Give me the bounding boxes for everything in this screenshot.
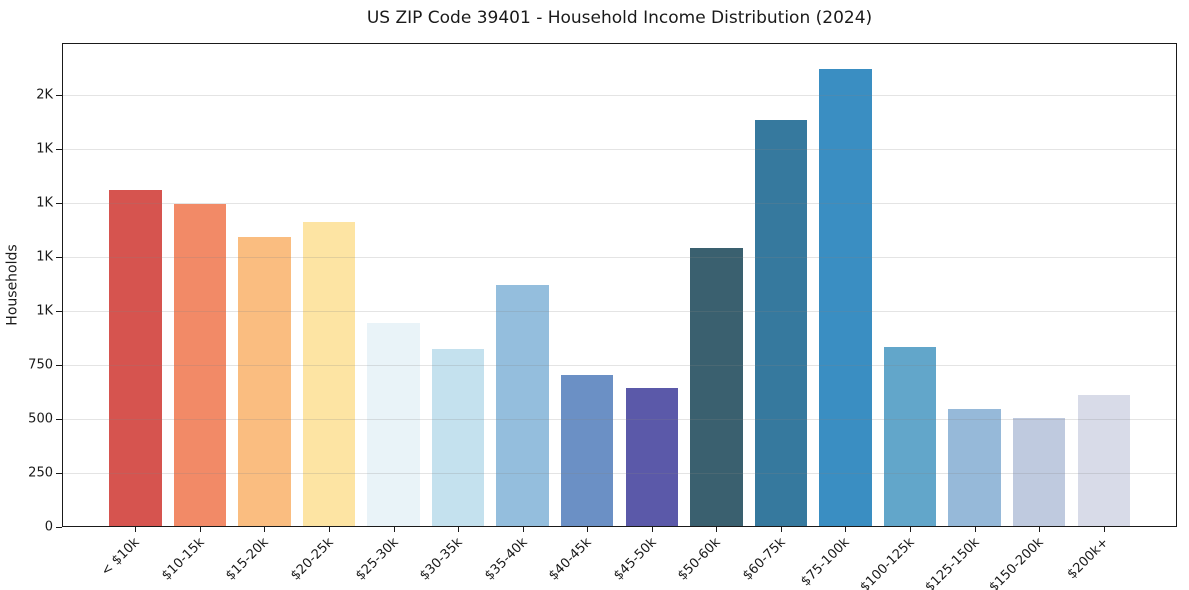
gridline <box>62 148 1177 150</box>
y-tick-label: 1K <box>36 303 53 319</box>
y-tick-mark <box>56 364 62 366</box>
y-tick-label: 1K <box>36 195 53 211</box>
x-tick-mark <box>328 527 330 532</box>
bar <box>948 409 1001 527</box>
x-tick-mark <box>1039 527 1041 532</box>
bar <box>431 348 485 527</box>
x-tick-mark <box>199 527 201 532</box>
y-tick-label: 1K <box>36 249 53 265</box>
x-tick-mark <box>845 527 847 532</box>
y-tick-label: 500 <box>28 411 53 427</box>
gridline <box>62 256 1177 258</box>
bar <box>883 346 937 527</box>
x-tick-label: < $10k <box>98 535 143 580</box>
bar <box>496 285 549 527</box>
x-tick-mark <box>458 527 460 532</box>
y-tick-mark <box>56 472 62 474</box>
gridline <box>62 418 1177 420</box>
y-tick-label: 250 <box>28 465 53 481</box>
gridline <box>62 472 1177 474</box>
x-tick-mark <box>264 527 266 532</box>
y-tick-mark <box>56 310 62 312</box>
y-tick-label: 2K <box>36 87 53 103</box>
y-axis-label-container: Households <box>2 43 24 527</box>
gridline <box>62 310 1177 312</box>
y-tick-label: 0 <box>44 519 53 535</box>
y-tick-mark <box>56 202 62 204</box>
x-tick-mark <box>910 527 912 532</box>
y-tick-mark <box>56 527 62 528</box>
gridline <box>62 202 1177 204</box>
x-tick-mark <box>393 527 395 532</box>
bar <box>173 203 227 527</box>
chart-title: US ZIP Code 39401 - Household Income Dis… <box>366 8 873 28</box>
y-tick-label: 1K <box>36 141 53 157</box>
x-tick-mark <box>522 527 524 532</box>
bar <box>754 119 808 527</box>
bar <box>819 68 872 527</box>
x-tick-mark <box>780 527 782 532</box>
y-tick-mark <box>56 418 62 420</box>
bar <box>109 189 162 527</box>
x-tick-mark <box>716 527 718 532</box>
bar <box>560 374 614 527</box>
y-tick-mark <box>56 148 62 150</box>
y-tick-label: 750 <box>28 357 53 373</box>
x-tick-mark <box>974 527 976 532</box>
plot-area <box>62 43 1177 527</box>
x-tick-mark <box>1103 527 1105 532</box>
bar <box>690 248 743 527</box>
bar <box>1012 417 1066 527</box>
y-tick-mark <box>56 256 62 258</box>
bar <box>302 222 356 527</box>
x-tick-mark <box>587 527 589 532</box>
gridline <box>62 94 1177 96</box>
x-tick-mark <box>135 527 137 532</box>
y-tick-mark <box>56 94 62 96</box>
bar <box>367 322 420 527</box>
gridline <box>62 364 1177 366</box>
bar <box>238 237 291 527</box>
x-tick-mark <box>651 527 653 532</box>
bar <box>625 387 679 527</box>
bar <box>1077 395 1130 527</box>
